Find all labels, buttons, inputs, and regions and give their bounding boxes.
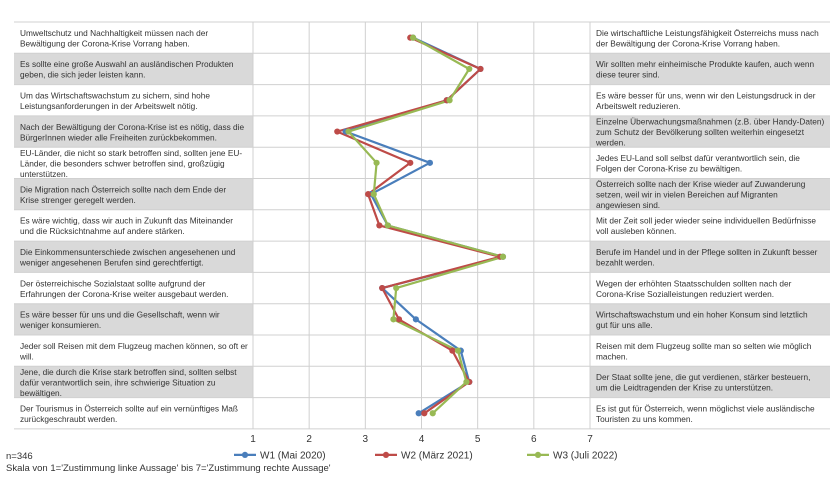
series-point-w3 bbox=[429, 410, 436, 417]
right-statement-6: Österreich sollte nach der Krise wieder … bbox=[596, 179, 806, 210]
left-statement-6: Die Migration nach Österreich sollte nac… bbox=[20, 184, 226, 205]
right-row-band bbox=[590, 241, 830, 273]
series-point-w3 bbox=[499, 253, 507, 260]
left-statement-5: EU-Länder, die nicht so stark betroffen … bbox=[20, 148, 242, 179]
left-row-band bbox=[14, 303, 253, 335]
series-point-w2 bbox=[477, 65, 484, 73]
series-line-w3 bbox=[347, 36, 504, 415]
series-point-w2 bbox=[449, 347, 456, 354]
left-statement-9: Der österreichische Sozialstaat sollte a… bbox=[20, 278, 228, 299]
right-statement-12: Der Staat sollte jene, die gut verdienen… bbox=[596, 372, 810, 393]
right-statement-4: Einzelne Überwachungsmaßnahmen (z.B. übe… bbox=[595, 117, 825, 148]
left-statement-11: Jeder soll Reisen mit dem Flugzeug mache… bbox=[19, 341, 248, 362]
x-tick-label: 6 bbox=[531, 434, 537, 445]
right-row-band bbox=[590, 53, 830, 85]
legend-marker-w2 bbox=[382, 451, 390, 458]
right-row-band bbox=[590, 366, 830, 398]
series-point-w3 bbox=[393, 284, 400, 292]
left-row-band bbox=[14, 366, 253, 398]
series-point-w2 bbox=[395, 316, 403, 323]
series-point-w2 bbox=[334, 128, 341, 135]
right-statement-3: Es wäre besser für uns, wenn wir den Lei… bbox=[596, 91, 816, 112]
left-row-band bbox=[14, 178, 253, 210]
series-point-w1 bbox=[426, 159, 434, 166]
legend-label-w3: W3 (Juli 2022) bbox=[553, 450, 617, 461]
legend-label-w1: W1 (Mai 2020) bbox=[260, 450, 326, 461]
left-row-band bbox=[14, 53, 253, 85]
right-statement-10: Wirtschaftswachstum und ein hoher Konsum… bbox=[596, 310, 808, 331]
left-statement-3: Um das Wirtschaftswachstum zu sichern, s… bbox=[20, 91, 210, 112]
series-point-w3 bbox=[463, 378, 470, 386]
series-line-w2 bbox=[336, 36, 502, 415]
series-point-w3 bbox=[345, 128, 352, 135]
legend-marker-w1 bbox=[241, 451, 249, 458]
series-point-w2 bbox=[365, 191, 372, 198]
right-statement-1: Die wirtschaftliche Leistungsfähigkeit Ö… bbox=[596, 28, 819, 49]
left-statement-8: Die Einkommensunterschiede zwischen ange… bbox=[19, 247, 236, 268]
x-tick-label: 3 bbox=[363, 434, 369, 445]
right-statement-11: Reisen mit dem Flugzeug sollte man so se… bbox=[596, 341, 812, 362]
right-statement-9: Wegen der erhöhten Staatsschulden sollte… bbox=[596, 278, 792, 299]
right-statement-8: Berufe im Handel und in der Pflege sollt… bbox=[596, 247, 818, 268]
x-tick-label: 2 bbox=[306, 434, 312, 445]
right-statement-7: Mit der Zeit soll jeder wieder seine ind… bbox=[596, 216, 816, 237]
x-tick-label: 5 bbox=[475, 434, 481, 445]
right-row-band bbox=[590, 178, 830, 210]
right-statement-13: Es ist gut für Österreich, wenn möglichs… bbox=[596, 404, 815, 425]
series-point-w3 bbox=[384, 222, 391, 229]
x-tick-label: 1 bbox=[250, 434, 256, 445]
series-point-w2 bbox=[379, 284, 386, 292]
series-point-w1 bbox=[415, 410, 422, 417]
series-point-w3 bbox=[370, 191, 377, 198]
series-point-w3 bbox=[466, 65, 473, 73]
scale-note: Skala von 1='Zustimmung linke Aussage' b… bbox=[6, 463, 331, 474]
left-statement-1: Umweltschutz und Nachhaltigkeit müssen n… bbox=[20, 28, 208, 49]
series-point-w3 bbox=[446, 97, 453, 104]
left-statement-10: Es wäre besser für uns und die Gesellsch… bbox=[19, 310, 220, 331]
series-point-w2 bbox=[421, 410, 428, 417]
left-statement-4: Nach der Bewältigung der Corona-Krise is… bbox=[20, 122, 245, 143]
series-point-w3 bbox=[373, 159, 380, 166]
series-point-w2 bbox=[407, 159, 414, 166]
left-statement-13: Der Tourismus in Österreich sollte auf e… bbox=[20, 404, 238, 425]
right-statement-5: Jedes EU-Land soll selbst dafür verantwo… bbox=[596, 153, 800, 174]
left-statement-7: Es wäre wichtig, dass wir auch in Zukunf… bbox=[20, 216, 233, 237]
series-point-w3 bbox=[409, 34, 417, 41]
legend-label-w2: W2 (März 2021) bbox=[401, 450, 473, 461]
sample-size-note: n=346 bbox=[6, 451, 33, 462]
series-point-w3 bbox=[454, 347, 462, 354]
series-point-w2 bbox=[376, 222, 383, 229]
x-tick-label: 7 bbox=[587, 434, 593, 445]
left-row-band bbox=[14, 241, 253, 273]
right-row-band bbox=[590, 115, 830, 148]
left-row-band bbox=[14, 115, 253, 148]
x-tick-label: 4 bbox=[419, 434, 425, 445]
legend-marker-w3 bbox=[534, 451, 542, 458]
series-point-w1 bbox=[412, 316, 419, 323]
right-statement-2: Wir sollten mehr einheimische Produkte k… bbox=[596, 59, 815, 80]
series-line-w1 bbox=[344, 36, 504, 415]
left-statement-12: Jene, die durch die Krise stark betroffe… bbox=[20, 367, 237, 398]
right-row-band bbox=[590, 303, 830, 335]
series-point-w3 bbox=[390, 316, 397, 323]
left-statement-2: Es sollte eine große Auswahl an ausländi… bbox=[20, 59, 234, 80]
